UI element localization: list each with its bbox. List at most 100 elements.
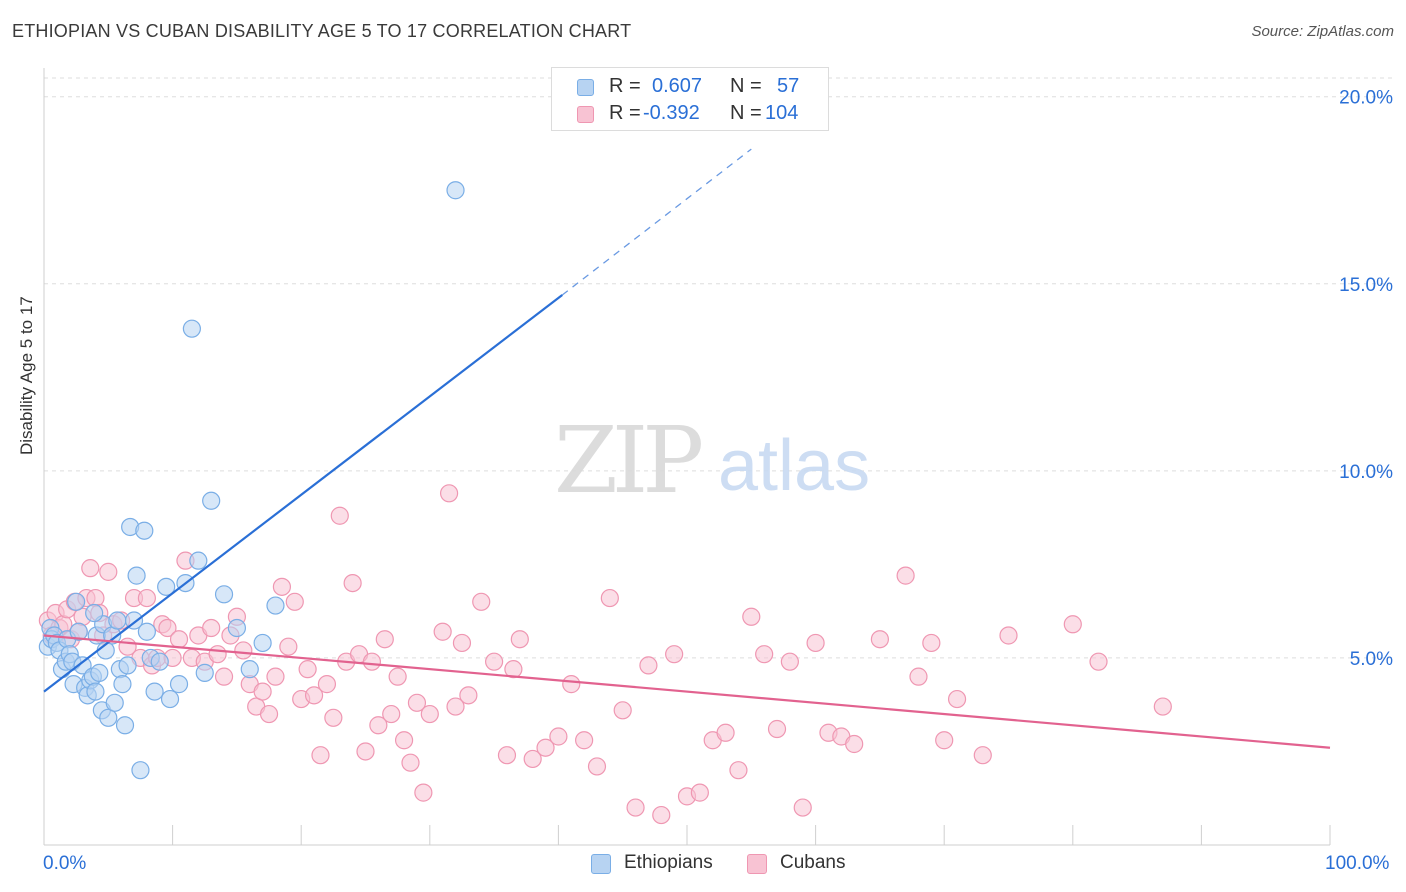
ethiopian-point: [113, 675, 132, 694]
ethiopian-point: [169, 675, 189, 694]
cuban-point: [317, 675, 337, 694]
cuban-point: [298, 660, 317, 679]
cuban-point: [439, 484, 459, 503]
legend-label-cubans: Cubans: [780, 852, 846, 873]
cuban-point: [485, 652, 504, 671]
ethiopian-point: [240, 660, 259, 679]
cuban-point: [420, 704, 439, 724]
ethiopian-point: [446, 181, 465, 200]
legend-row-cubans: R = -0.392 N = 104: [552, 100, 828, 128]
cuban-point: [401, 753, 420, 772]
correlation-legend: R = 0.607 N = 57 R = -0.392 N = 104: [551, 67, 829, 131]
cuban-point: [169, 630, 189, 649]
ethiopian-point: [73, 656, 92, 675]
cuban-point: [394, 731, 414, 750]
ethiopian-point: [127, 566, 146, 585]
cuban-point: [81, 559, 100, 578]
gridlines: [44, 77, 1395, 659]
source-label: Source: ZipAtlas.com: [1251, 23, 1394, 40]
cuban-point: [158, 618, 177, 638]
ethiopian-point: [214, 585, 234, 604]
cuban-point: [845, 734, 864, 754]
cuban-point: [99, 562, 118, 581]
cuban-point: [266, 667, 285, 686]
cuban-point: [324, 708, 343, 727]
cuban-point: [870, 630, 890, 649]
cubans-legend-swatch: [747, 854, 767, 874]
cuban-point: [896, 566, 915, 585]
cuban-point: [356, 742, 375, 761]
legend-row-ethiopians: R = 0.607 N = 57: [552, 73, 828, 101]
watermark-zip: ZIP: [554, 407, 701, 514]
ethiopian-point: [67, 592, 86, 611]
n-label: N =: [730, 75, 762, 97]
ethiopian-point: [85, 603, 104, 623]
cuban-point: [137, 588, 156, 608]
watermark: ZIP atlas: [554, 407, 870, 514]
ethiopian-point: [266, 596, 285, 615]
cuban-point: [452, 633, 472, 653]
cuban-point: [613, 701, 632, 720]
x-tick-label-min: 0.0%: [43, 853, 87, 874]
cuban-point: [234, 641, 253, 660]
cuban-point: [742, 607, 761, 626]
cuban-point: [407, 693, 427, 712]
cuban-point: [729, 761, 748, 780]
ethiopian-point: [145, 682, 164, 701]
ethiopians-trend-line: [43, 294, 563, 693]
ethiopian-point: [157, 577, 176, 596]
ethiopian-point: [227, 618, 246, 638]
r-value: 0.607: [652, 75, 703, 97]
cuban-point: [935, 731, 954, 750]
cuban-point: [259, 704, 279, 724]
cuban-point: [86, 588, 105, 608]
cuban-point: [375, 630, 394, 649]
cuban-point: [504, 660, 523, 679]
cuban-point: [947, 689, 967, 709]
ethiopian-point: [118, 656, 137, 675]
cuban-point: [388, 667, 407, 686]
cuban-point: [446, 697, 465, 716]
r-value: -0.392: [643, 102, 700, 124]
ethiopian-point: [115, 716, 135, 735]
ethiopian-point: [135, 521, 154, 540]
cuban-point: [362, 652, 382, 671]
cuban-point: [202, 618, 221, 638]
ethiopian-point: [90, 663, 109, 682]
cuban-point: [665, 645, 684, 664]
ethiopian-point: [195, 663, 214, 682]
cuban-point: [652, 805, 671, 825]
watermark-atlas: atlas: [718, 426, 870, 506]
axes: [43, 68, 1331, 846]
ethiopian-point: [108, 611, 127, 630]
n-label: N =: [730, 102, 762, 124]
ethiopian-point: [202, 491, 221, 510]
ethiopians-points: [38, 181, 465, 780]
x-tick-label-max: 100.0%: [1325, 853, 1390, 874]
cuban-point: [1063, 615, 1082, 634]
ethiopian-point: [86, 682, 105, 701]
y-tick-label: 10.0%: [1339, 462, 1393, 483]
n-value: 57: [777, 75, 800, 97]
cuban-point: [755, 645, 774, 664]
cubans-trend-line: [43, 634, 1331, 749]
cuban-point: [414, 783, 433, 802]
cubans-swatch: [577, 106, 594, 123]
y-tick-label: 5.0%: [1350, 649, 1393, 670]
y-tick-label: 20.0%: [1339, 88, 1393, 109]
ethiopian-point: [99, 708, 118, 727]
ethiopian-point: [160, 689, 180, 709]
cuban-point: [497, 746, 517, 765]
cuban-point: [973, 746, 992, 765]
cuban-point: [549, 727, 568, 746]
legend-label-ethiopians: Ethiopians: [624, 852, 713, 873]
r-label: R =: [609, 75, 641, 97]
cuban-point: [793, 798, 812, 817]
chart-title: ETHIOPIAN VS CUBAN DISABILITY AGE 5 TO 1…: [12, 21, 632, 41]
ethiopians-legend-swatch: [591, 854, 611, 874]
cuban-point: [272, 577, 292, 596]
cuban-point: [285, 592, 304, 611]
ethiopian-point: [253, 633, 272, 653]
cuban-point: [1153, 697, 1172, 716]
cuban-point: [780, 652, 799, 671]
